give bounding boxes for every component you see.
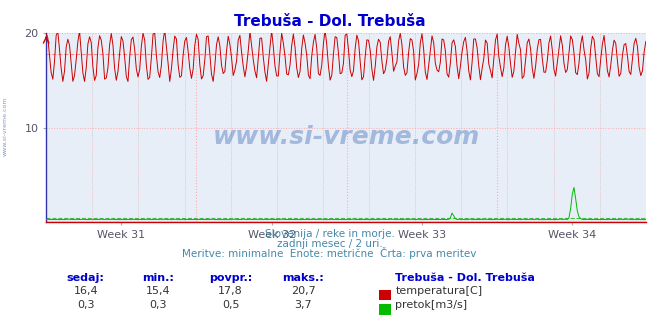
Text: 16,4: 16,4 xyxy=(73,286,98,296)
Text: Meritve: minimalne  Enote: metrične  Črta: prva meritev: Meritve: minimalne Enote: metrične Črta:… xyxy=(183,247,476,259)
Text: 0,3: 0,3 xyxy=(150,300,167,310)
Text: sedaj:: sedaj: xyxy=(67,273,105,283)
Text: 3,7: 3,7 xyxy=(295,300,312,310)
Text: pretok[m3/s]: pretok[m3/s] xyxy=(395,300,467,310)
Text: 20,7: 20,7 xyxy=(291,286,316,296)
Text: Trebuša - Dol. Trebuša: Trebuša - Dol. Trebuša xyxy=(234,14,425,29)
Text: www.si-vreme.com: www.si-vreme.com xyxy=(212,125,480,149)
Text: 0,3: 0,3 xyxy=(77,300,94,310)
Text: min.:: min.: xyxy=(142,273,174,283)
Text: temperatura[C]: temperatura[C] xyxy=(395,286,482,296)
Text: povpr.:: povpr.: xyxy=(209,273,252,283)
Text: 17,8: 17,8 xyxy=(218,286,243,296)
Text: 15,4: 15,4 xyxy=(146,286,171,296)
Text: maks.:: maks.: xyxy=(282,273,324,283)
Text: 0,5: 0,5 xyxy=(222,300,239,310)
Text: zadnji mesec / 2 uri.: zadnji mesec / 2 uri. xyxy=(277,239,382,249)
Text: Slovenija / reke in morje.: Slovenija / reke in morje. xyxy=(264,229,395,239)
Text: Trebuša - Dol. Trebuša: Trebuša - Dol. Trebuša xyxy=(395,273,535,283)
Text: www.si-vreme.com: www.si-vreme.com xyxy=(3,96,8,156)
